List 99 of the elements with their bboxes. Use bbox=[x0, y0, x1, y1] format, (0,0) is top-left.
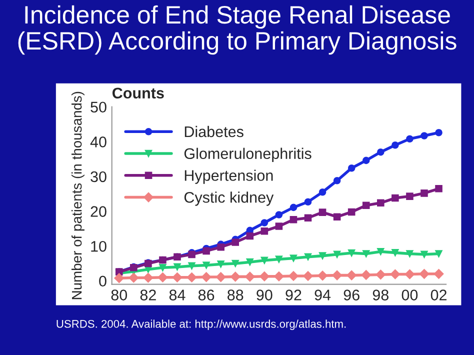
point bbox=[201, 272, 212, 282]
x-tick-label: 94 bbox=[314, 290, 331, 300]
point bbox=[260, 219, 268, 226]
point bbox=[362, 250, 370, 258]
point bbox=[346, 270, 357, 280]
x-tick-label: 98 bbox=[372, 290, 388, 300]
point bbox=[376, 270, 386, 280]
point bbox=[435, 250, 442, 258]
point bbox=[332, 270, 342, 280]
point bbox=[420, 190, 428, 197]
point bbox=[275, 222, 283, 230]
point bbox=[230, 272, 240, 282]
point bbox=[377, 199, 384, 207]
point bbox=[290, 254, 298, 262]
point bbox=[333, 250, 341, 258]
chart-title: Incidence of End Stage Renal Disease (ESRD) According to Primary Diagnosis bbox=[18, 5, 456, 55]
point bbox=[420, 132, 428, 140]
point bbox=[128, 272, 139, 283]
x-tick-label: 96 bbox=[344, 290, 360, 300]
point bbox=[232, 238, 240, 246]
point bbox=[304, 198, 312, 206]
point bbox=[361, 270, 372, 280]
y-tick-label: 0 bbox=[99, 276, 106, 287]
point bbox=[333, 176, 341, 184]
point bbox=[259, 271, 270, 282]
point bbox=[420, 250, 428, 258]
point bbox=[435, 185, 442, 192]
point bbox=[244, 272, 255, 282]
y-tick-label: 10 bbox=[91, 240, 106, 252]
x-tick-label: 00 bbox=[402, 290, 418, 300]
point bbox=[202, 262, 210, 269]
point bbox=[304, 253, 312, 261]
point bbox=[143, 272, 154, 283]
point bbox=[392, 194, 399, 202]
point bbox=[159, 264, 166, 272]
point bbox=[260, 256, 268, 264]
point bbox=[392, 141, 399, 149]
legend-label: Glomerulonephritis bbox=[184, 148, 312, 162]
point bbox=[290, 204, 298, 212]
x-tick-label: 80 bbox=[111, 290, 128, 300]
point bbox=[188, 262, 196, 270]
legend-label: Diabetes bbox=[184, 126, 244, 138]
point bbox=[377, 248, 384, 256]
point bbox=[260, 227, 268, 235]
point bbox=[362, 156, 370, 164]
point bbox=[174, 263, 181, 271]
point bbox=[303, 271, 313, 281]
point bbox=[318, 188, 326, 196]
point bbox=[186, 272, 197, 282]
y-tick-label: 20 bbox=[90, 206, 106, 217]
point bbox=[318, 270, 328, 281]
point bbox=[406, 250, 414, 258]
point bbox=[435, 128, 442, 136]
point bbox=[377, 148, 384, 156]
point bbox=[158, 272, 168, 282]
point bbox=[392, 249, 399, 256]
legend-label: Cystic kidney bbox=[184, 192, 274, 206]
point bbox=[406, 192, 414, 200]
point bbox=[318, 208, 326, 216]
point bbox=[318, 252, 326, 260]
y-tick-label: 40 bbox=[90, 136, 106, 148]
point bbox=[348, 164, 356, 172]
y-tick-label: 30 bbox=[90, 171, 106, 182]
x-tick-label: 88 bbox=[228, 290, 244, 300]
point bbox=[246, 258, 254, 266]
point bbox=[202, 247, 210, 255]
point bbox=[288, 271, 298, 281]
x-tick-label: 86 bbox=[198, 290, 214, 300]
point bbox=[419, 268, 430, 279]
point bbox=[304, 214, 312, 222]
point bbox=[217, 243, 224, 251]
point bbox=[434, 268, 444, 279]
point bbox=[362, 202, 370, 209]
point bbox=[232, 260, 240, 268]
point bbox=[246, 232, 254, 240]
point bbox=[390, 269, 400, 280]
legend-label: Hypertension bbox=[184, 170, 273, 184]
point bbox=[290, 216, 298, 224]
point bbox=[216, 272, 226, 282]
x-tick-label: 84 bbox=[169, 290, 186, 300]
text: USRDS. 2004. Available at: http://www.usrds.org/atlas.htm. bbox=[56, 320, 346, 330]
x-tick-label: 82 bbox=[140, 290, 156, 300]
y-tick-label: 50 bbox=[90, 102, 106, 113]
point bbox=[217, 260, 224, 268]
point bbox=[333, 213, 341, 220]
x-tick-label: 92 bbox=[286, 290, 302, 300]
x-tick-label: 02 bbox=[430, 290, 446, 300]
point bbox=[406, 135, 414, 143]
point bbox=[348, 208, 356, 216]
point bbox=[274, 271, 284, 282]
point bbox=[275, 211, 283, 218]
x-tick-label: 90 bbox=[256, 290, 272, 300]
point bbox=[404, 269, 415, 280]
point bbox=[172, 272, 182, 282]
point bbox=[275, 256, 283, 263]
chart-subtitle: Counts bbox=[112, 88, 164, 99]
y-axis-title: Number of patients (in thousands) bbox=[72, 92, 84, 300]
point bbox=[348, 249, 356, 257]
point bbox=[114, 273, 124, 284]
